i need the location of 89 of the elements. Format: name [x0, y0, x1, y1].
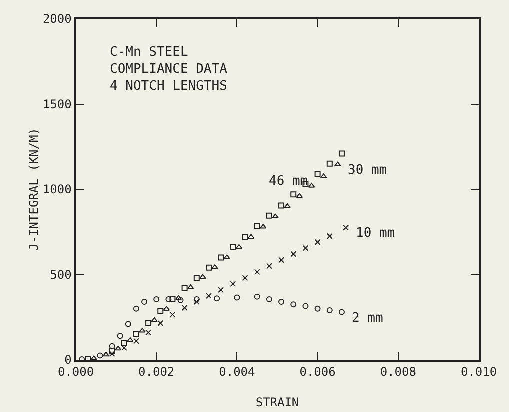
y-tick-label: 0 [64, 353, 72, 368]
x-tick-label: 0.004 [219, 365, 256, 380]
point [170, 312, 176, 318]
point [326, 160, 333, 167]
x-tick-label: 0.008 [380, 365, 416, 380]
point [338, 150, 345, 157]
point [314, 171, 321, 178]
point [133, 331, 140, 338]
point [218, 254, 224, 261]
point [212, 264, 218, 270]
point [290, 192, 297, 198]
point [266, 296, 272, 302]
point [278, 257, 285, 264]
point [326, 233, 333, 240]
point [182, 305, 188, 311]
point [290, 302, 297, 308]
y-tick-label: 2000 [42, 12, 72, 26]
point [230, 244, 236, 250]
y-axis-title: J-INTEGRAL (KN/M) [26, 128, 41, 251]
point [236, 244, 243, 250]
point [194, 296, 200, 302]
x-tick-label: 0.006 [300, 365, 336, 380]
point [338, 309, 345, 316]
point [182, 285, 188, 292]
point [158, 308, 164, 314]
point [206, 264, 212, 271]
x-axis-title: STRAIN [256, 396, 300, 410]
point [266, 212, 272, 219]
point [284, 204, 291, 208]
point [242, 275, 248, 282]
point [254, 223, 260, 230]
point [260, 224, 267, 229]
series-label: 10 mm [356, 226, 396, 241]
point [151, 317, 158, 322]
x-tick-label: 0.000 [58, 365, 94, 380]
point [175, 295, 182, 300]
point [154, 296, 160, 302]
annotation: C-Mn STEEL COMPLIANCE DATA 4 NOTCH LENGTHS [110, 45, 228, 94]
point [206, 293, 212, 300]
point [278, 299, 285, 306]
point [302, 245, 309, 252]
point [290, 251, 297, 258]
point [146, 320, 152, 326]
point [234, 294, 240, 301]
point [254, 269, 260, 276]
point [302, 303, 309, 310]
series-label: 2 mm [352, 311, 384, 326]
point [194, 275, 200, 282]
point [296, 193, 304, 198]
point [200, 274, 206, 280]
point [272, 214, 279, 219]
point [278, 202, 285, 209]
point [326, 308, 333, 314]
point [343, 224, 350, 231]
point [125, 321, 132, 328]
point [178, 297, 184, 304]
point [139, 328, 146, 333]
point [121, 345, 128, 352]
point [218, 287, 224, 294]
y-tick-label: 500 [50, 268, 72, 282]
point [242, 234, 248, 240]
series-label: 46 mm [269, 174, 308, 189]
y-tick-label: 1500 [42, 97, 72, 112]
x-tick-label: 0.010 [460, 365, 498, 380]
x-tick-label: 0.002 [138, 365, 175, 380]
point [146, 330, 152, 336]
point [121, 340, 128, 346]
point [133, 338, 140, 344]
point [194, 299, 200, 306]
point [158, 320, 164, 326]
point [133, 306, 140, 312]
point [334, 162, 342, 167]
point [314, 306, 321, 312]
point [230, 281, 236, 288]
point [102, 352, 110, 357]
point [166, 296, 172, 302]
point [114, 346, 122, 351]
point [109, 348, 116, 354]
point [170, 296, 176, 302]
point [214, 296, 220, 302]
series-label: 30 mm [348, 163, 388, 178]
point [142, 299, 148, 306]
point [97, 352, 104, 359]
point [117, 333, 124, 340]
point [314, 239, 321, 246]
y-tick-label: 1000 [42, 182, 72, 197]
point [266, 263, 272, 270]
point [127, 337, 134, 342]
point [254, 294, 260, 300]
